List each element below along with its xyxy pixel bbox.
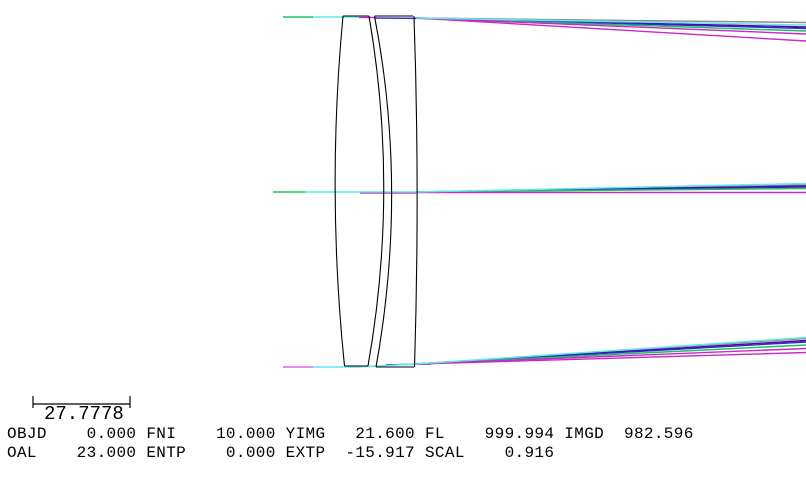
rays-cyan: [305, 16, 806, 368]
lens2-rear-surface: [413, 15, 418, 368]
lens1-front-surface: [334, 15, 346, 367]
ray-segment: [415, 351, 806, 365]
lens2-front-surface: [373, 15, 393, 368]
ray-segment: [415, 182, 806, 193]
parameter-line-1: OBJD 0.000 FNI 10.000 YIMG 21.600 FL 999…: [7, 425, 694, 443]
ray-segment: [415, 17, 806, 35]
scale-bar: [32, 396, 131, 408]
scale-bar-label: 27.7778: [44, 403, 124, 425]
rays-magenta: [359, 16, 806, 365]
lens-outline: [334, 15, 418, 368]
parameter-line-2: OAL 23.000 ENTP 0.000 EXTP -15.917 SCAL …: [7, 444, 555, 462]
ray-segment: [415, 336, 806, 365]
lens1-rear-surface: [367, 15, 385, 367]
rays-green: [273, 16, 806, 365]
ray-segment: [415, 17, 806, 26]
ray-segment: [415, 187, 806, 193]
ray-segment: [415, 17, 806, 42]
